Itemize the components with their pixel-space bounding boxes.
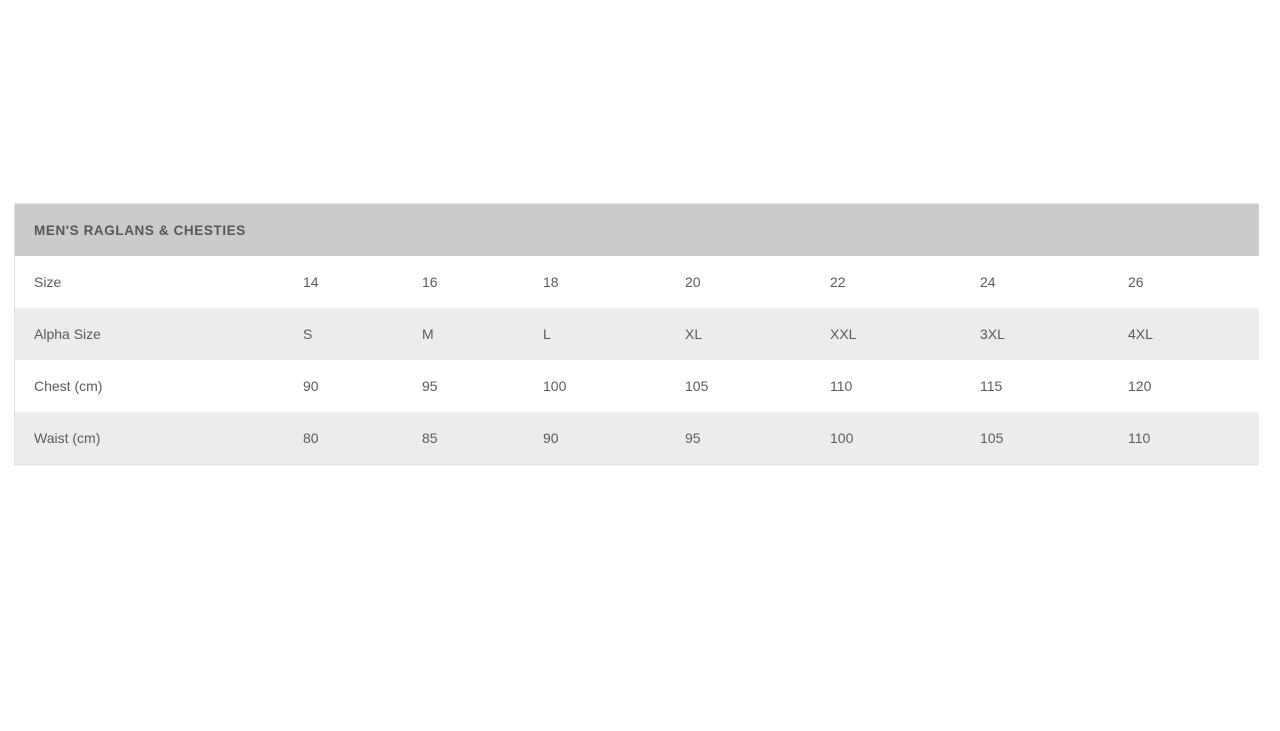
cell-value: 110 [811, 360, 961, 412]
size-chart: MEN'S RAGLANS & CHESTIES Size 14 16 18 2… [14, 203, 1260, 465]
table-row-waist: Waist (cm) 80 85 90 95 100 105 110 [15, 412, 1260, 464]
cell-value: 100 [524, 360, 666, 412]
table-row-chest: Chest (cm) 90 95 100 105 110 115 120 [15, 360, 1260, 412]
cell-value: XL [666, 308, 811, 360]
cell-value: 85 [403, 412, 524, 464]
cell-value: 100 [811, 412, 961, 464]
cell-value: 4XL [1109, 308, 1260, 360]
cell-value: L [524, 308, 666, 360]
cell-value: 18 [524, 256, 666, 308]
cell-value: 20 [666, 256, 811, 308]
row-label: Alpha Size [15, 308, 284, 360]
cell-value: 90 [524, 412, 666, 464]
table-row-alpha-size: Alpha Size S M L XL XXL 3XL 4XL [15, 308, 1260, 360]
cell-value: 90 [284, 360, 403, 412]
cell-value: 105 [666, 360, 811, 412]
cell-value: S [284, 308, 403, 360]
cell-value: 115 [961, 360, 1109, 412]
row-label: Waist (cm) [15, 412, 284, 464]
cell-value: 95 [403, 360, 524, 412]
cell-value: 80 [284, 412, 403, 464]
table-title: MEN'S RAGLANS & CHESTIES [15, 204, 1260, 256]
cell-value: 120 [1109, 360, 1260, 412]
table-title-row: MEN'S RAGLANS & CHESTIES [15, 204, 1260, 256]
row-label: Chest (cm) [15, 360, 284, 412]
cell-value: 16 [403, 256, 524, 308]
table-row-size: Size 14 16 18 20 22 24 26 [15, 256, 1260, 308]
cell-value: 3XL [961, 308, 1109, 360]
cell-value: 95 [666, 412, 811, 464]
cell-value: 26 [1109, 256, 1260, 308]
cell-value: M [403, 308, 524, 360]
cell-value: XXL [811, 308, 961, 360]
cell-value: 110 [1109, 412, 1260, 464]
cell-value: 105 [961, 412, 1109, 464]
size-chart-table: MEN'S RAGLANS & CHESTIES Size 14 16 18 2… [15, 204, 1260, 464]
cell-value: 22 [811, 256, 961, 308]
cell-value: 24 [961, 256, 1109, 308]
cell-value: 14 [284, 256, 403, 308]
row-label: Size [15, 256, 284, 308]
